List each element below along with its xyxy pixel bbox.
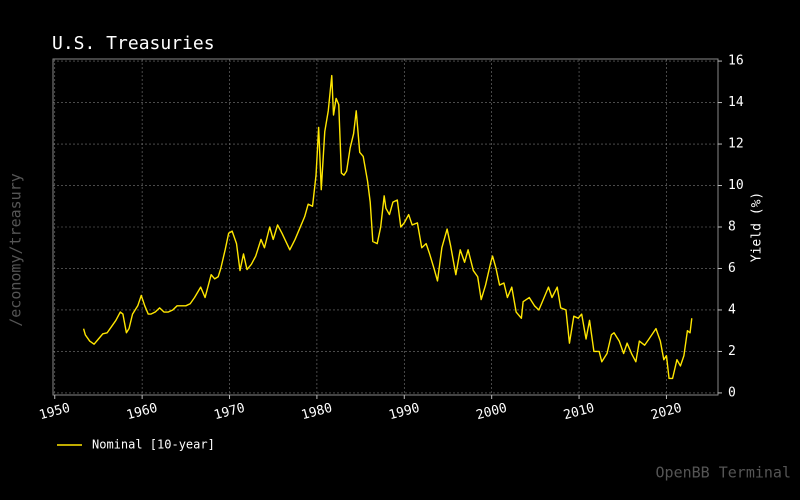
legend-label: Nominal [10-year] (92, 438, 215, 452)
y-tick-label: 2 (728, 344, 736, 359)
watermark: OpenBB Terminal (656, 464, 791, 482)
y-tick-label: 8 (728, 220, 736, 235)
x-tick-label: 1950 (38, 401, 72, 424)
y-tick-label: 16 (728, 54, 744, 69)
x-tick-label: 2000 (475, 401, 509, 424)
x-tick-label: 1960 (125, 401, 159, 424)
y-tick-label: 12 (728, 137, 744, 152)
y-tick-label: 6 (728, 261, 736, 276)
y-tick-label: 0 (728, 385, 736, 400)
x-tick-label: 2010 (562, 401, 596, 424)
y-tick-label: 4 (728, 302, 736, 317)
x-tick-label: 1980 (300, 401, 334, 424)
x-tick-label: 2020 (649, 401, 683, 424)
x-tick-label: 1970 (212, 401, 246, 424)
chart-title: U.S. Treasuries (52, 33, 215, 54)
y-tick-label: 10 (728, 178, 744, 193)
data-line (82, 74, 693, 380)
side-label: /economy/treasury (7, 173, 25, 327)
y-tick-label: 14 (728, 95, 744, 110)
y-axis-label: Yield (%) (750, 192, 765, 262)
x-tick-label: 1990 (387, 401, 421, 424)
